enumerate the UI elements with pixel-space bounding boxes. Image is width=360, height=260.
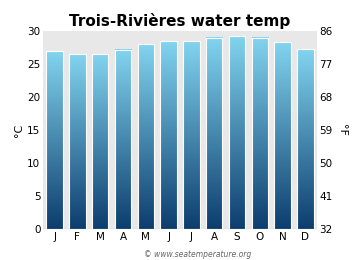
Bar — [69, 54, 86, 229]
Y-axis label: °F: °F — [337, 124, 347, 136]
Bar — [46, 51, 63, 229]
Title: Trois-Rivières water temp: Trois-Rivières water temp — [69, 13, 291, 29]
Bar — [229, 36, 245, 229]
Bar — [252, 38, 268, 229]
Y-axis label: °C: °C — [14, 124, 24, 136]
Bar — [115, 50, 131, 229]
Bar — [297, 49, 314, 229]
Text: © www.seatemperature.org: © www.seatemperature.org — [144, 250, 252, 259]
Bar — [183, 41, 199, 229]
Bar — [92, 54, 108, 229]
Bar — [161, 41, 177, 229]
Bar — [274, 42, 291, 229]
Bar — [138, 44, 154, 229]
Bar — [206, 38, 222, 229]
